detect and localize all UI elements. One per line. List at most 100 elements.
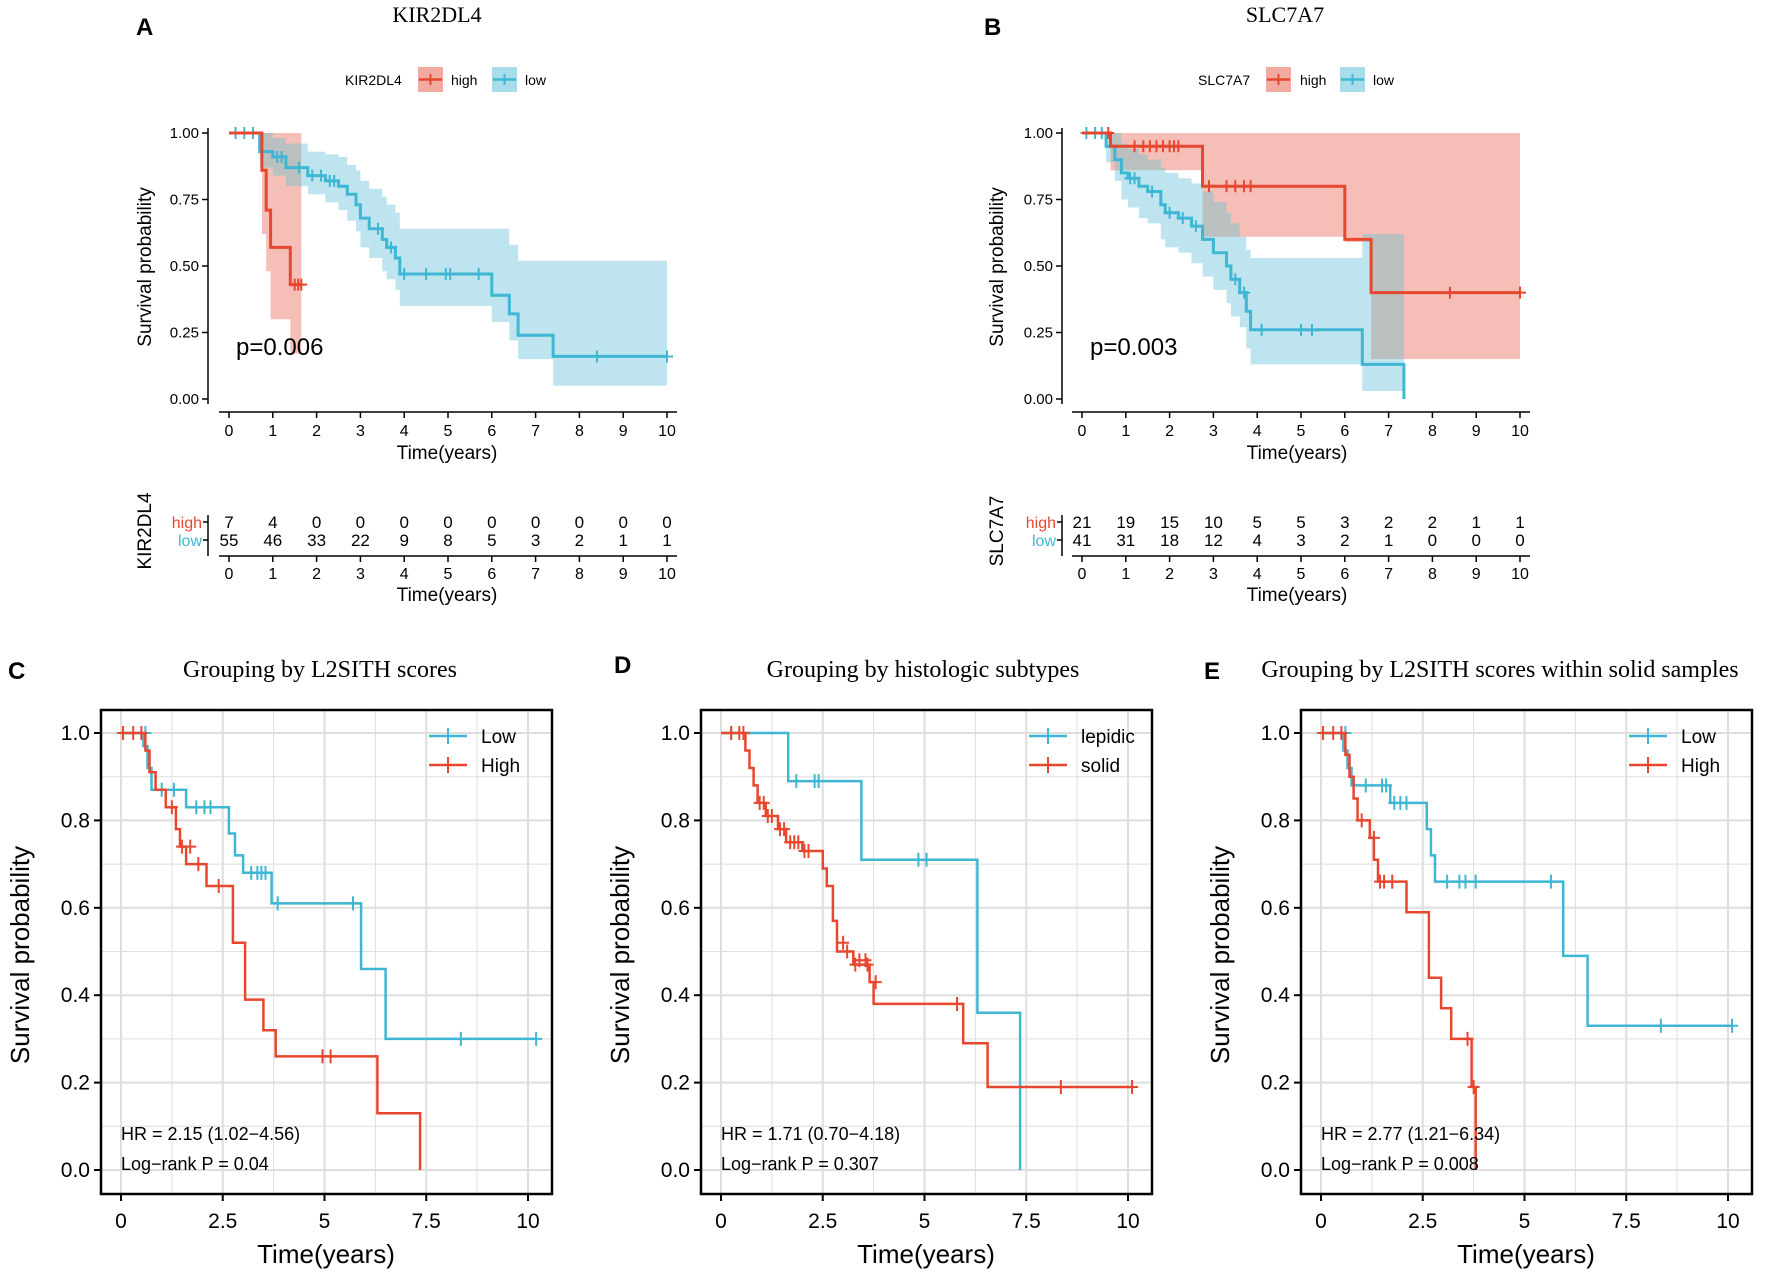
panel-a-low-censor-mark (420, 267, 433, 280)
panel-c-legend-High-label: High (481, 756, 520, 777)
panel-a-legend-low-label: low (525, 72, 547, 88)
panel-b-ylabel: Survival probability (987, 187, 1008, 347)
panel-a-risk-count: 0 (618, 513, 627, 532)
panel-a: A KIR2DL4 KIR2DL4 high low 0.000.250.500… (135, 2, 677, 606)
panel-b-risk-label: SLC7A7 (987, 496, 1008, 567)
panel-c-Low-censor-mark (530, 1031, 543, 1046)
panel-c-ylabel: Survival probability (5, 846, 35, 1064)
panel-a-legend-title: KIR2DL4 (345, 72, 402, 88)
panel-a-x-tick-label: 3 (356, 423, 365, 440)
panel-b-low-censor-mark (1146, 185, 1159, 198)
panel-a-risk-x-tick-label: 2 (312, 566, 321, 583)
panel-b-x-tick-label: 3 (1209, 423, 1218, 440)
panel-d-xlabel: Time(years) (857, 1239, 995, 1269)
panel-a-risk-count: 1 (662, 531, 671, 550)
panel-a-low-censor-mark (328, 174, 341, 187)
panel-a-x-tick-label: 2 (312, 423, 321, 440)
panel-e-High-curve (1321, 731, 1477, 1170)
panel-a-y-tick-label: 0.50 (170, 258, 199, 275)
panel-b-risk-count: 1 (1471, 513, 1480, 532)
panel-a-x-tick-label: 7 (531, 423, 540, 440)
panel-c-High-censor-mark (192, 857, 205, 872)
panel-b-x-tick-label: 9 (1472, 423, 1481, 440)
panel-e-High-censor-mark (1367, 830, 1380, 845)
panel-b-risk-count: 18 (1160, 531, 1179, 550)
panel-e-x-tick-label: 0 (1315, 1210, 1327, 1233)
panel-a-risk-count: 7 (224, 513, 233, 532)
panel-a-risk-x-tick-label: 7 (531, 566, 540, 583)
panel-b-x-tick-label: 6 (1340, 423, 1349, 440)
panel-b-low-censor-mark (1163, 206, 1176, 219)
panel-c-y-tick-label: 1.0 (61, 722, 90, 745)
panel-a-low-ci-band (229, 133, 667, 386)
panel-c-High-censor-mark (324, 1049, 337, 1064)
panel-e-x-tick-label: 10 (1716, 1210, 1739, 1233)
panel-e-letter: E (1204, 658, 1220, 685)
panel-b-risk-x-tick-label: 9 (1472, 566, 1481, 583)
panel-b-risk-count: 3 (1340, 513, 1349, 532)
panel-c-legend-Low-label: Low (481, 727, 516, 748)
panel-a-low-curve (229, 131, 667, 358)
panel-e-Low-censor-mark (1441, 874, 1454, 889)
panel-e-ylabel: Survival probability (1205, 846, 1235, 1064)
panel-a-x-tick-label: 6 (487, 423, 496, 440)
panel-a-low-censor-mark (385, 241, 398, 254)
panel-b-low-censor-mark (1238, 286, 1251, 299)
panel-b-plot: 0.00 0.25 0.50 0.75 1.00 0 1 2 3 4 5 6 7 8 9 10 (1024, 125, 1530, 440)
panel-b-legend-title: SLC7A7 (1198, 72, 1250, 88)
panel-b-xlabel: Time(years) (1247, 443, 1348, 464)
panel-e-High-censor-mark (1335, 726, 1348, 740)
panel-a-risk-count: 46 (263, 531, 282, 550)
panel-c-High-curve (121, 731, 422, 1170)
panel-b-x-tick-label: 8 (1428, 423, 1437, 440)
panel-e-Low-censor-mark (1359, 778, 1372, 793)
panel-b-x-tick-label: 4 (1253, 423, 1262, 440)
panel-e-y-tick-label: 0.2 (1261, 1072, 1290, 1095)
panel-a-x-tick-label: 0 (225, 423, 234, 440)
panel-e-Low-curve (1321, 731, 1733, 1028)
panel-b-low-censor-mark (1128, 172, 1141, 185)
panel-b-risk-x-tick-label: 1 (1121, 566, 1130, 583)
panel-d-lepidic-censor-mark (790, 774, 803, 789)
panel-e-Low-censor-mark (1469, 874, 1482, 889)
panel-e-High-censor-mark (1467, 1079, 1480, 1094)
panel-a-risk-count: 1 (618, 531, 627, 550)
panel-c-x-tick-label: 5 (319, 1210, 331, 1233)
panel-a-low-censor-mark (398, 267, 411, 280)
panel-d-frame (699, 708, 1154, 1196)
panel-b-risk-count: 1 (1515, 513, 1524, 532)
panel-a-risk-count: 0 (356, 513, 365, 532)
panel-d-solid-censor-mark (757, 795, 770, 810)
panel-a-plot: 0.00 0.25 0.50 0.75 1.00 0 1 2 3 4 5 6 7 8 9 10 (170, 125, 677, 440)
panel-e-High-censor-mark (1386, 874, 1399, 889)
panel-d-solid-censor-mark (869, 975, 882, 990)
panel-e-y-tick-label: 0.4 (1261, 984, 1291, 1007)
panel-a-y-tick-label: 0.25 (170, 325, 199, 342)
panel-b-risk-xlabel: Time(years) (1247, 585, 1348, 606)
panel-d-letter: D (614, 652, 631, 679)
panel-e-xlabel: Time(years) (1457, 1239, 1595, 1269)
panel-a-x-tick-label: 9 (619, 423, 628, 440)
panel-a-risk-x-tick-label: 10 (658, 566, 676, 583)
panel-a-risk-count: 0 (575, 513, 584, 532)
panel-d-y-tick-label: 0.8 (661, 809, 690, 832)
panel-a-risk-x-tick-label: 1 (268, 566, 277, 583)
panel-a-risk-count: 0 (662, 513, 671, 532)
panel-b-x-tick-label: 0 (1078, 423, 1087, 440)
panel-d-solid-censor-mark (1054, 1079, 1067, 1094)
panel-a-risk-x-tick-label: 4 (400, 566, 409, 583)
panel-a-letter: A (136, 14, 153, 41)
panel-d-legend: lepidic solid (1029, 727, 1135, 777)
panel-b-legend-high-key (1266, 67, 1291, 92)
panel-c-High-censor-mark (135, 726, 148, 740)
panel-b-risk-x-tick-label: 0 (1078, 566, 1087, 583)
panel-d-solid-curve (721, 731, 1133, 1089)
panel-b-risk-x-tick-label: 7 (1384, 566, 1393, 583)
panel-a-risk-x-tick-label: 8 (575, 566, 584, 583)
panel-d: D Grouping by histologic subtypes 0.0 0.2… (605, 652, 1154, 1269)
panel-a-x-tick-label: 8 (575, 423, 584, 440)
panel-c-plot: 0.0 0.2 0.4 0.6 0.8 1.0 0 2.5 5 7.5 10 (61, 708, 554, 1233)
